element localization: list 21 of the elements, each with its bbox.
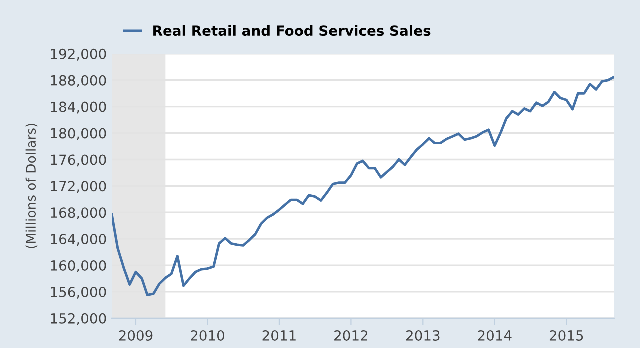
y-axis-title: (Millions of Dollars) xyxy=(26,124,38,248)
y-tick-label: 152,000 xyxy=(51,313,106,326)
y-tick-label: 184,000 xyxy=(51,102,106,114)
y-tick-label: 188,000 xyxy=(51,75,106,88)
x-tick-label: 2009 xyxy=(119,330,153,341)
line-series xyxy=(112,76,614,297)
y-tick-label: 172,000 xyxy=(51,181,106,194)
y-tick-label: 176,000 xyxy=(51,154,106,167)
x-tick-label: 2013 xyxy=(406,330,440,341)
y-tick-label: 168,000 xyxy=(51,208,106,220)
y-tick-label: 156,000 xyxy=(51,286,106,299)
y-tick-label: 160,000 xyxy=(51,260,106,272)
x-tick-label: 2012 xyxy=(334,330,368,341)
x-tick-label: 2011 xyxy=(262,330,296,341)
y-tick-label: 164,000 xyxy=(51,234,106,246)
legend-label: Real Retail and Food Services Sales xyxy=(154,25,431,36)
y-tick-label: 180,000 xyxy=(51,128,106,140)
x-tick-label: 2010 xyxy=(191,330,224,341)
x-tick-label: 2015 xyxy=(550,330,584,341)
x-tick-label: 2014 xyxy=(478,330,512,341)
y-tick-label: 192,000 xyxy=(51,48,106,61)
